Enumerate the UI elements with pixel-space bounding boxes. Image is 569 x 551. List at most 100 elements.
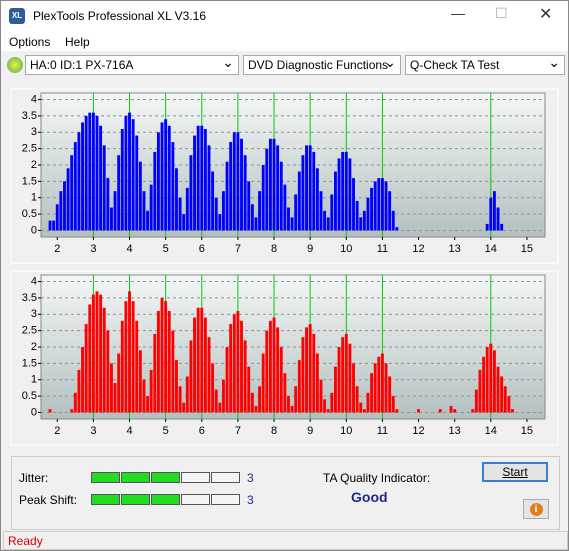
bar xyxy=(388,191,392,231)
x-tick-label: 13 xyxy=(449,243,461,255)
bar xyxy=(189,155,193,231)
bar xyxy=(160,297,164,413)
bar xyxy=(258,191,262,231)
bar xyxy=(326,217,330,231)
meter-segment xyxy=(91,472,120,483)
status-bar: Ready xyxy=(3,531,568,550)
start-button[interactable]: Start xyxy=(482,462,548,482)
bar xyxy=(55,204,59,231)
bar xyxy=(276,327,280,413)
y-tick-label: 2 xyxy=(31,341,37,353)
bar xyxy=(88,304,92,413)
drive-select[interactable]: HA:0 ID:1 PX-716A xyxy=(25,54,239,75)
bar xyxy=(492,350,496,413)
minimize-button[interactable]: — xyxy=(451,5,465,21)
bar xyxy=(315,168,319,231)
x-tick-label: 7 xyxy=(235,425,241,437)
x-tick-label: 10 xyxy=(340,425,352,437)
menu-item[interactable]: Help xyxy=(65,35,90,49)
x-tick-label: 14 xyxy=(485,243,497,255)
x-tick-label: 8 xyxy=(271,243,277,255)
x-tick-label: 12 xyxy=(412,425,424,437)
bar xyxy=(301,337,305,413)
bar xyxy=(384,363,388,413)
bar xyxy=(261,165,265,231)
bar xyxy=(478,369,482,413)
bar xyxy=(485,223,489,231)
bar xyxy=(225,161,229,231)
bar xyxy=(489,197,493,231)
y-tick-label: 2.5 xyxy=(22,325,37,337)
y-tick-label: 4 xyxy=(31,275,37,287)
bar xyxy=(99,125,103,231)
bar xyxy=(200,125,204,231)
bar xyxy=(326,409,330,413)
quality-label: TA Quality Indicator: xyxy=(323,471,431,485)
bar xyxy=(507,396,511,413)
bar xyxy=(373,181,377,231)
bar xyxy=(200,307,204,413)
x-tick-label: 4 xyxy=(126,243,132,255)
bar xyxy=(131,119,135,231)
meter-segment xyxy=(181,494,210,505)
bar xyxy=(203,317,207,413)
bar xyxy=(91,112,95,231)
bar xyxy=(330,194,334,231)
bar xyxy=(496,366,500,413)
bar xyxy=(52,220,56,231)
bar xyxy=(120,129,124,231)
bar xyxy=(81,122,84,231)
bar xyxy=(287,396,290,413)
test-select[interactable]: Q-Check TA Test xyxy=(405,54,565,75)
x-tick-label: 11 xyxy=(377,243,388,255)
bar xyxy=(500,376,504,413)
bar xyxy=(453,409,457,413)
y-tick-label: 3.5 xyxy=(22,110,37,122)
x-tick-label: 2 xyxy=(54,425,60,437)
menu-item[interactable]: Options xyxy=(9,35,51,49)
meter-segment xyxy=(121,494,150,505)
bar xyxy=(366,197,370,231)
bar xyxy=(146,210,150,231)
peak-shift-value: 3 xyxy=(247,493,254,507)
x-tick-label: 9 xyxy=(307,425,313,437)
bar xyxy=(77,369,81,413)
bar xyxy=(294,194,298,231)
bar xyxy=(265,148,269,231)
function-select[interactable]: DVD Diagnostic Functions xyxy=(243,54,401,75)
maximize-button[interactable]: ☐ xyxy=(495,5,508,21)
bar xyxy=(193,135,196,231)
bar xyxy=(160,122,164,231)
bar xyxy=(138,350,142,413)
bar xyxy=(395,409,399,413)
bar xyxy=(276,145,280,231)
bar xyxy=(214,389,218,413)
menu-bar: Options Help xyxy=(1,31,568,51)
bar xyxy=(113,383,117,413)
bar xyxy=(323,210,327,231)
bar xyxy=(232,314,236,413)
bar xyxy=(236,311,240,413)
x-tick-label: 14 xyxy=(485,425,497,437)
bar xyxy=(48,220,52,231)
bar xyxy=(149,369,153,413)
bar xyxy=(247,366,251,413)
bar xyxy=(117,155,121,231)
bar xyxy=(489,343,493,413)
bar xyxy=(146,396,150,413)
bar xyxy=(91,294,95,413)
bar xyxy=(485,347,489,413)
bar xyxy=(113,191,117,231)
info-button[interactable]: i xyxy=(523,499,549,519)
jitter-value: 3 xyxy=(247,471,254,485)
bar xyxy=(301,155,305,231)
close-button[interactable]: ✕ xyxy=(539,6,553,23)
bar xyxy=(185,376,189,413)
meter-segment xyxy=(91,494,120,505)
meter-segment xyxy=(211,472,240,483)
bar xyxy=(247,181,251,231)
meter-segment xyxy=(151,472,180,483)
bar xyxy=(297,360,301,413)
bar xyxy=(482,356,486,413)
